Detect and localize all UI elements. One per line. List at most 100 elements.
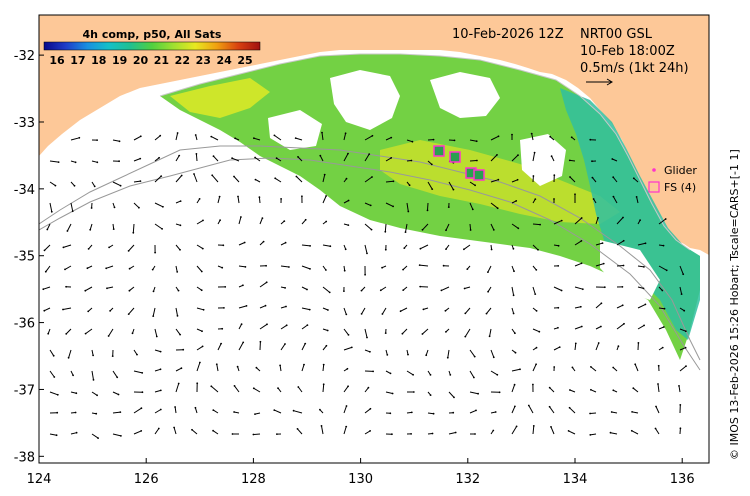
current-vector-head <box>475 140 478 143</box>
current-vector-head <box>319 408 321 411</box>
current-vector-head <box>550 426 552 428</box>
current-vector-head <box>176 315 179 317</box>
current-vector-head <box>389 412 392 415</box>
current-vector-head <box>202 308 205 311</box>
current-vector-head <box>195 153 198 155</box>
current-vector-head <box>515 200 518 202</box>
land-mass <box>39 15 709 255</box>
current-vector-head <box>96 394 98 397</box>
current-vector-head <box>218 195 221 198</box>
current-vector-head <box>200 270 203 273</box>
colorbar-tick-label: 23 <box>196 54 211 67</box>
current-vector <box>133 407 142 414</box>
current-vector-head <box>265 264 267 267</box>
current-vector <box>364 202 371 206</box>
current-vector <box>45 265 51 272</box>
current-vector-head <box>384 248 387 251</box>
current-vector <box>595 302 602 309</box>
current-vector <box>154 223 163 230</box>
current-vector <box>133 135 142 141</box>
current-vector-head <box>574 342 577 345</box>
current-vector-head <box>127 313 130 315</box>
current-vector <box>297 156 303 162</box>
current-vector <box>293 410 303 414</box>
current-vector-head <box>580 325 583 328</box>
current-vector <box>511 223 519 229</box>
current-vector-head <box>384 230 387 233</box>
current-vector-head <box>445 229 447 232</box>
current-vector <box>612 196 618 204</box>
current-vector-head <box>127 250 130 252</box>
current-vector <box>301 286 308 290</box>
current-vector <box>70 391 77 394</box>
current-vector-head <box>177 382 180 385</box>
current-vector-head <box>412 373 414 376</box>
current-vector-head <box>71 210 74 213</box>
current-vector-head <box>84 289 87 292</box>
current-vector-head <box>514 332 516 335</box>
current-vector-head <box>432 412 435 415</box>
current-vector-head <box>487 271 489 273</box>
current-vector <box>420 244 429 250</box>
current-vector-head <box>194 406 197 409</box>
current-vector-head <box>107 335 110 337</box>
current-vector-head <box>580 240 583 242</box>
velocity-scale: 0.5m/s (1kt 24h) <box>580 61 689 76</box>
current-vector-head <box>512 247 515 250</box>
current-vector <box>280 343 286 351</box>
current-vector <box>610 432 618 435</box>
current-vector-head <box>381 266 383 269</box>
current-vector-head <box>446 356 449 359</box>
current-vector-head <box>612 389 615 392</box>
current-vector-head <box>511 133 513 136</box>
current-vector <box>133 202 140 209</box>
current-vector-head <box>74 161 77 164</box>
current-vector <box>448 181 454 190</box>
current-vector-head <box>399 310 402 313</box>
current-vector <box>636 196 639 204</box>
current-vector <box>322 174 326 183</box>
current-vector-head <box>220 342 223 345</box>
coastline-outline <box>159 53 691 251</box>
current-vector-head <box>418 264 421 266</box>
current-vector <box>469 160 477 162</box>
current-vector-head <box>301 195 303 198</box>
fs-marker[interactable] <box>449 151 461 163</box>
current-vector-head <box>252 433 255 436</box>
current-vector-head <box>138 206 140 209</box>
current-vector-head <box>191 428 193 431</box>
current-vector-head <box>379 289 382 292</box>
current-vector <box>490 223 495 231</box>
current-vector <box>486 307 492 314</box>
current-vector <box>44 244 51 251</box>
current-vector-head <box>360 313 363 315</box>
current-vector <box>343 346 352 351</box>
current-vector <box>196 286 202 291</box>
current-vector-head <box>560 289 563 292</box>
current-vector-head <box>631 411 633 413</box>
current-vector <box>238 323 243 330</box>
current-vector <box>154 349 161 353</box>
current-vector-head <box>57 161 60 164</box>
current-vector-head <box>173 426 176 429</box>
current-vector-head <box>346 367 349 370</box>
bathymetry-contour-shelf <box>39 145 701 361</box>
current-vector-head <box>141 372 144 374</box>
colorbar-tick-label: 20 <box>133 54 149 67</box>
current-vector-head <box>139 157 142 160</box>
current-vector <box>89 223 93 230</box>
fs-marker[interactable] <box>433 145 445 157</box>
current-vector <box>550 426 555 435</box>
cloud-gap-1 <box>330 70 400 130</box>
current-vector <box>532 425 535 435</box>
current-vector <box>487 286 492 292</box>
current-vector-head <box>592 198 595 200</box>
current-vector <box>211 136 219 141</box>
fs-marker[interactable] <box>473 169 485 181</box>
current-vector-head <box>266 323 268 326</box>
current-vector-head <box>159 389 162 392</box>
current-vector <box>343 328 349 336</box>
current-vector-head <box>453 139 456 142</box>
current-vector <box>364 244 368 254</box>
current-vector-head <box>112 228 115 231</box>
